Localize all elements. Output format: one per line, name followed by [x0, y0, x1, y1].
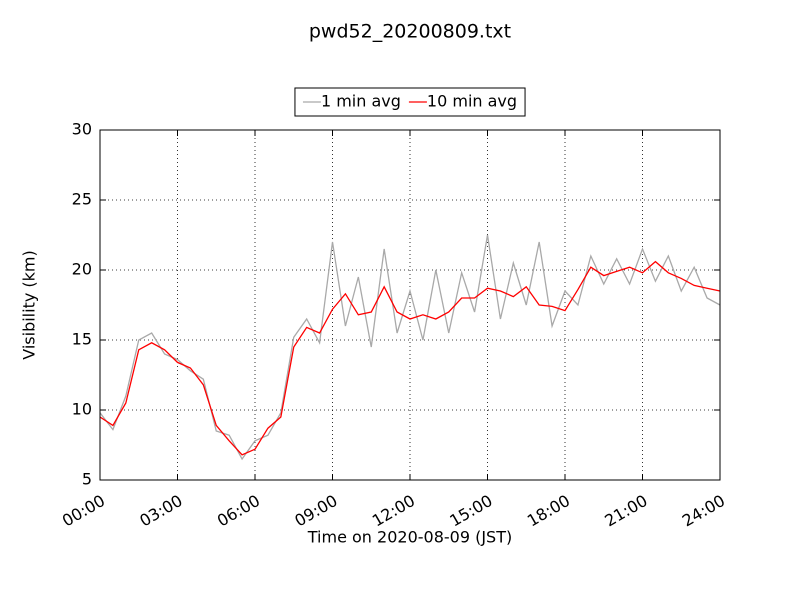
chart-title: pwd52_20200809.txt — [309, 21, 511, 43]
y-tick-label: 20 — [72, 260, 92, 279]
y-tick-label: 15 — [72, 330, 92, 349]
x-tick-label: 12:00 — [369, 491, 418, 531]
x-axis-label: Time on 2020-08-09 (JST) — [307, 528, 512, 547]
y-axis-label: Visibility (km) — [20, 250, 39, 359]
legend: 1 min avg 10 min avg — [294, 87, 526, 117]
legend-label: 10 min avg — [427, 92, 517, 111]
x-tick-label: 24:00 — [679, 491, 728, 531]
y-tick-label: 10 — [72, 400, 92, 419]
data-line — [99, 260, 721, 456]
x-tick-label: 21:00 — [601, 491, 650, 531]
legend-label: 1 min avg — [321, 92, 401, 111]
y-tick-label: 5 — [82, 470, 92, 489]
x-tick-label: 06:00 — [214, 491, 263, 531]
data-line — [99, 234, 721, 461]
x-tick-label: 00:00 — [59, 491, 108, 531]
y-tick-label: 25 — [72, 190, 92, 209]
y-tick-label: 30 — [72, 120, 92, 139]
plot-frame — [99, 129, 721, 481]
x-tick-label: 09:00 — [291, 491, 340, 531]
x-tick-label: 15:00 — [446, 491, 495, 531]
x-tick-label: 18:00 — [524, 491, 573, 531]
x-tick-label: 03:00 — [136, 491, 185, 531]
